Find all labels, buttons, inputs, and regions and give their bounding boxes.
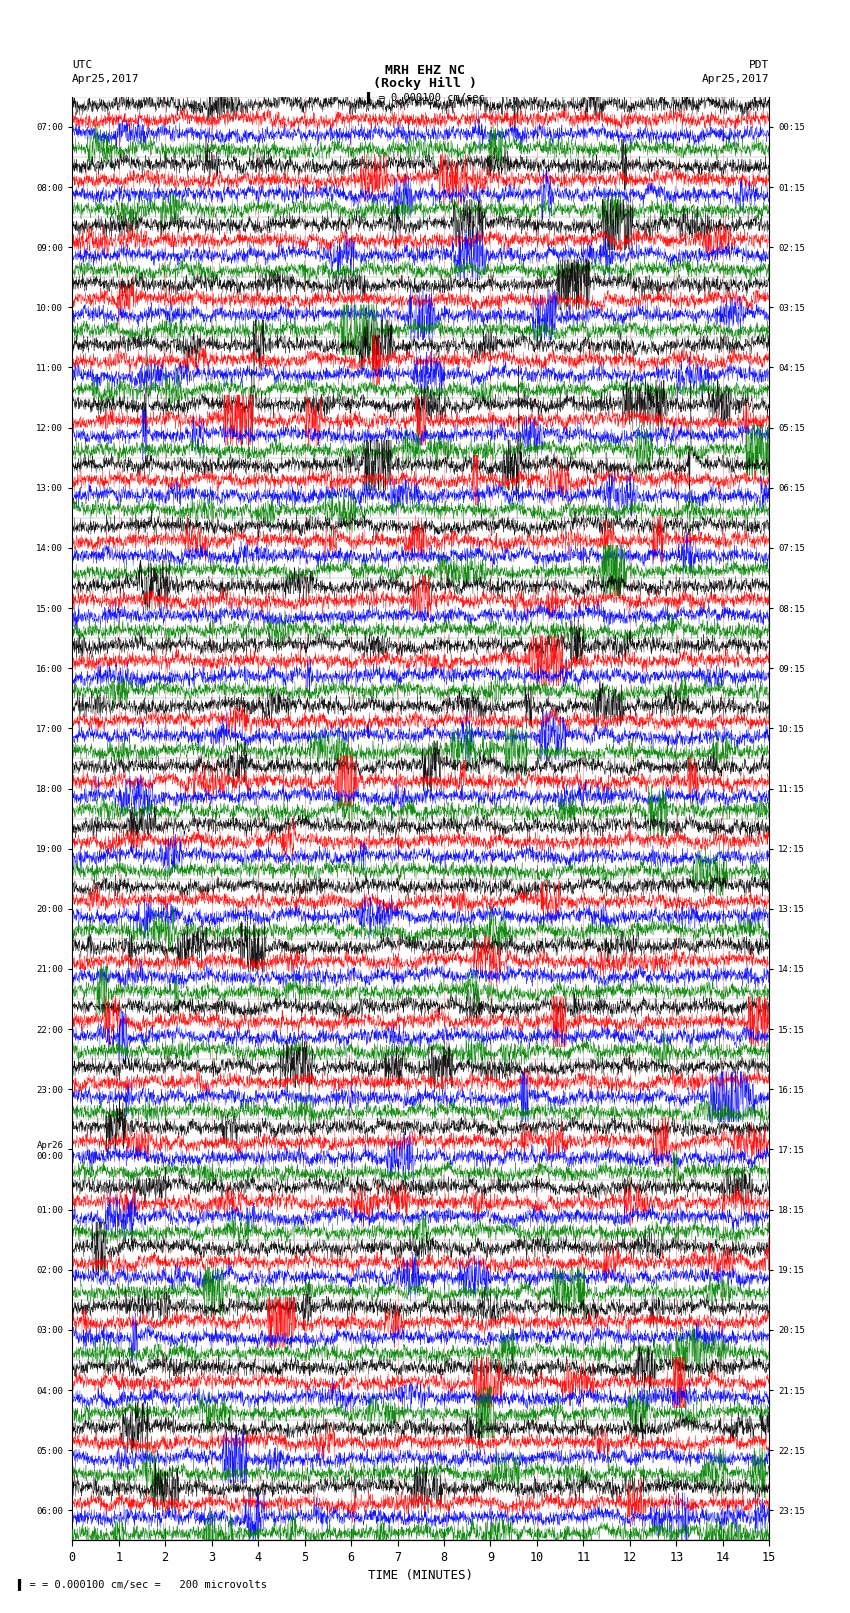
Text: MRH EHZ NC: MRH EHZ NC (385, 63, 465, 77)
X-axis label: TIME (MINUTES): TIME (MINUTES) (368, 1569, 473, 1582)
Text: ▌ = 0.000100 cm/sec: ▌ = 0.000100 cm/sec (366, 90, 484, 103)
Text: ▌ = = 0.000100 cm/sec =   200 microvolts: ▌ = = 0.000100 cm/sec = 200 microvolts (17, 1578, 267, 1590)
Text: PDT: PDT (749, 60, 769, 69)
Text: Apr25,2017: Apr25,2017 (702, 74, 769, 84)
Text: UTC: UTC (72, 60, 93, 69)
Text: (Rocky Hill ): (Rocky Hill ) (373, 77, 477, 90)
Text: Apr25,2017: Apr25,2017 (72, 74, 139, 84)
